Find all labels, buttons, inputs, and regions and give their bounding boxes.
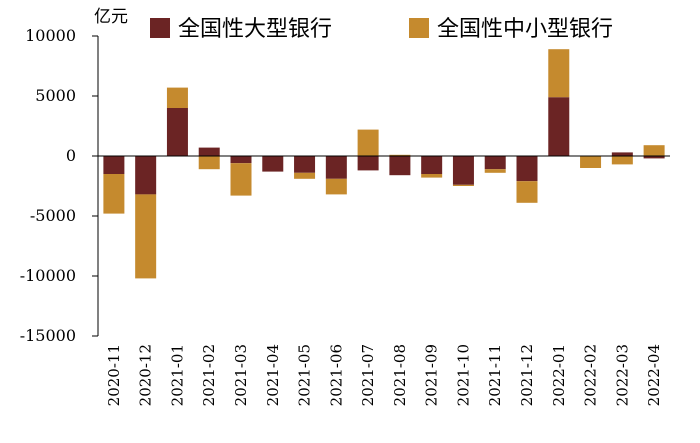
y-tick-label: 0 bbox=[66, 146, 76, 165]
legend-label-large-banks: 全国性大型银行 bbox=[178, 17, 332, 42]
bar-large-banks-2021-04 bbox=[262, 156, 284, 172]
bar-large-banks-2021-09 bbox=[421, 156, 443, 174]
x-axis-labels: 2020-11 2020-12 2021-01 2021-02 2021-03 2021-… bbox=[105, 344, 663, 406]
x-tick-label: 2021-11 bbox=[486, 344, 504, 406]
bar-small-medium-banks-2022-04 bbox=[643, 145, 665, 156]
legend-swatch-large-banks bbox=[150, 18, 170, 38]
bars bbox=[103, 49, 665, 279]
x-tick-label: 2022-04 bbox=[645, 344, 663, 406]
legend: 全国性大型银行 全国性中小型银行 bbox=[150, 17, 613, 42]
x-tick-label: 2021-12 bbox=[518, 344, 536, 406]
bar-large-banks-2020-12 bbox=[135, 156, 157, 195]
x-tick-label: 2021-10 bbox=[454, 344, 472, 406]
bar-small-medium-banks-2021-05 bbox=[294, 172, 316, 179]
bar-small-medium-banks-2021-09 bbox=[421, 174, 443, 178]
bar-large-banks-2021-12 bbox=[516, 156, 538, 182]
bar-small-medium-banks-2020-12 bbox=[135, 194, 157, 279]
x-tick-label: 2021-03 bbox=[232, 344, 250, 406]
bar-large-banks-2021-08 bbox=[389, 156, 411, 176]
bar-small-medium-banks-2021-01 bbox=[166, 87, 188, 108]
bar-small-medium-banks-2021-03 bbox=[230, 163, 252, 196]
x-tick-label: 2021-08 bbox=[391, 344, 409, 406]
bar-small-medium-banks-2021-12 bbox=[516, 181, 538, 203]
unit-label: 亿元 bbox=[94, 7, 128, 27]
x-tick-label: 2022-01 bbox=[550, 344, 568, 406]
bar-large-banks-2022-04 bbox=[643, 156, 665, 159]
x-tick-label: 2022-03 bbox=[613, 344, 631, 406]
bar-small-medium-banks-2021-10 bbox=[452, 184, 474, 186]
bar-large-banks-2021-03 bbox=[230, 156, 252, 164]
y-tick-label: -10000 bbox=[20, 266, 76, 285]
legend-label-small-medium-banks: 全国性中小型银行 bbox=[437, 17, 613, 42]
y-tick-label: -15000 bbox=[20, 326, 76, 345]
x-tick-label: 2021-02 bbox=[200, 344, 218, 406]
y-tick-label: -5000 bbox=[30, 206, 76, 225]
bar-large-banks-2022-03 bbox=[611, 152, 633, 156]
bar-large-banks-2021-01 bbox=[166, 108, 188, 156]
x-tick-label: 2021-04 bbox=[264, 344, 282, 406]
x-tick-label: 2021-05 bbox=[296, 344, 314, 406]
bar-small-medium-banks-2022-02 bbox=[580, 156, 602, 168]
bar-small-medium-banks-2021-02 bbox=[198, 156, 220, 170]
bar-small-medium-banks-2022-03 bbox=[611, 156, 633, 165]
x-tick-label: 2021-06 bbox=[327, 344, 345, 406]
x-tick-label: 2020-12 bbox=[137, 344, 155, 406]
bar-small-medium-banks-2021-07 bbox=[357, 129, 379, 156]
bar-large-banks-2021-02 bbox=[198, 147, 220, 156]
x-tick-label: 2022-02 bbox=[582, 344, 600, 406]
bar-large-banks-2021-05 bbox=[294, 156, 316, 173]
bar-large-banks-2021-11 bbox=[484, 156, 506, 170]
legend-swatch-small-medium-banks bbox=[409, 18, 429, 38]
bar-large-banks-2021-06 bbox=[325, 156, 347, 179]
y-axis-ticks: 10000 5000 0 -5000 -10000 -15000 bbox=[20, 26, 98, 345]
x-tick-label: 2020-11 bbox=[105, 344, 123, 406]
bar-small-medium-banks-2020-11 bbox=[103, 174, 125, 214]
bar-small-medium-banks-2022-01 bbox=[548, 49, 570, 98]
bar-large-banks-2020-11 bbox=[103, 156, 125, 174]
x-tick-label: 2021-09 bbox=[423, 344, 441, 406]
x-tick-label: 2021-07 bbox=[359, 344, 377, 406]
y-tick-label: 5000 bbox=[35, 86, 76, 105]
bar-large-banks-2022-01 bbox=[548, 97, 570, 156]
x-tick-label: 2021-01 bbox=[168, 344, 186, 406]
bar-small-medium-banks-2021-08 bbox=[389, 154, 411, 156]
bar-small-medium-banks-2021-11 bbox=[484, 169, 506, 173]
bar-large-banks-2021-10 bbox=[452, 156, 474, 185]
y-tick-label: 10000 bbox=[25, 26, 76, 45]
bar-small-medium-banks-2021-06 bbox=[325, 178, 347, 195]
bar-large-banks-2021-07 bbox=[357, 156, 379, 171]
